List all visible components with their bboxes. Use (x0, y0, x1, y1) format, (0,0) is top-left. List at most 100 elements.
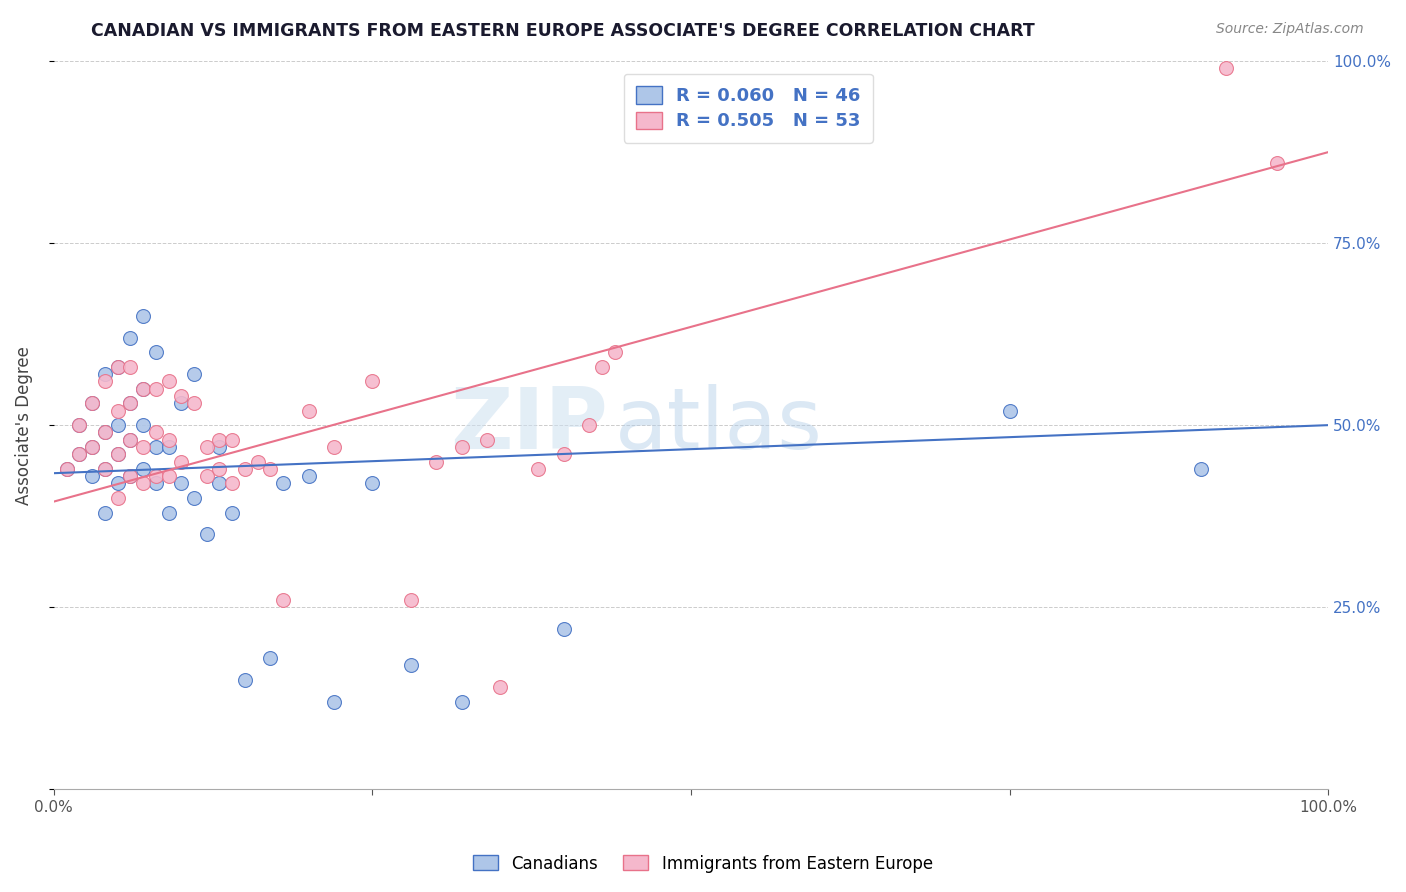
Point (208, 462, 231, 476)
Point (145, 440, 167, 454)
Text: ZIP: ZIP (450, 384, 609, 467)
Point (145, 382, 167, 396)
Point (489, 680, 512, 694)
Point (145, 345, 167, 359)
Point (80, 469, 103, 483)
Point (132, 440, 155, 454)
Point (553, 447, 575, 461)
Point (145, 425, 167, 440)
Point (399, 658, 422, 673)
Point (170, 476, 193, 491)
Point (132, 418, 155, 433)
Point (67, 418, 90, 433)
Point (132, 476, 155, 491)
Point (361, 375, 384, 389)
Point (527, 462, 550, 476)
Point (157, 440, 180, 454)
Point (361, 476, 384, 491)
Point (259, 462, 281, 476)
Point (183, 396, 205, 410)
Point (603, 345, 626, 359)
Point (120, 396, 142, 410)
Y-axis label: Associate's Degree: Associate's Degree (15, 346, 32, 505)
Point (183, 491, 205, 505)
Point (271, 476, 294, 491)
Point (553, 622, 575, 636)
Point (94, 367, 117, 381)
Point (55, 462, 77, 476)
Point (55, 462, 77, 476)
Point (323, 695, 346, 709)
Text: CANADIAN VS IMMIGRANTS FROM EASTERN EUROPE ASSOCIATE'S DEGREE CORRELATION CHART: CANADIAN VS IMMIGRANTS FROM EASTERN EURO… (91, 22, 1035, 40)
Point (195, 527, 218, 541)
Point (221, 476, 243, 491)
Point (578, 418, 600, 433)
Point (1215, 62, 1237, 76)
Point (94, 462, 117, 476)
Point (450, 440, 472, 454)
Point (94, 375, 117, 389)
Point (157, 375, 180, 389)
Point (298, 469, 321, 483)
Point (259, 651, 281, 665)
Point (107, 359, 129, 374)
Point (94, 425, 117, 440)
Point (450, 695, 472, 709)
Point (120, 359, 142, 374)
Point (94, 506, 117, 520)
Point (145, 476, 167, 491)
Point (107, 418, 129, 433)
Point (1265, 156, 1288, 170)
Point (208, 440, 231, 454)
Point (221, 433, 243, 447)
Point (195, 469, 218, 483)
Point (298, 403, 321, 417)
Point (221, 506, 243, 520)
Point (170, 454, 193, 468)
Point (120, 469, 142, 483)
Point (107, 359, 129, 374)
Point (80, 396, 103, 410)
Text: atlas: atlas (614, 384, 823, 467)
Point (425, 454, 447, 468)
Point (132, 309, 155, 323)
Legend: R = 0.060   N = 46, R = 0.505   N = 53: R = 0.060 N = 46, R = 0.505 N = 53 (624, 74, 873, 143)
Point (107, 403, 129, 417)
Point (132, 462, 155, 476)
Point (399, 592, 422, 607)
Point (107, 447, 129, 461)
Text: Source: ZipAtlas.com: Source: ZipAtlas.com (1216, 22, 1364, 37)
Point (323, 440, 346, 454)
Point (80, 396, 103, 410)
Point (94, 462, 117, 476)
Point (183, 367, 205, 381)
Point (120, 331, 142, 345)
Point (120, 433, 142, 447)
Point (80, 440, 103, 454)
Point (157, 506, 180, 520)
Point (1189, 462, 1212, 476)
Point (157, 433, 180, 447)
Point (120, 433, 142, 447)
Point (998, 403, 1021, 417)
Point (120, 396, 142, 410)
Point (233, 462, 256, 476)
Point (107, 491, 129, 505)
Point (107, 447, 129, 461)
Point (94, 425, 117, 440)
Point (475, 433, 498, 447)
Point (80, 440, 103, 454)
Point (208, 476, 231, 491)
Point (145, 469, 167, 483)
Point (132, 382, 155, 396)
Point (591, 359, 613, 374)
Point (67, 447, 90, 461)
Point (246, 454, 269, 468)
Point (67, 418, 90, 433)
Point (170, 389, 193, 403)
Point (157, 469, 180, 483)
Point (120, 469, 142, 483)
Point (233, 673, 256, 687)
Legend: Canadians, Immigrants from Eastern Europe: Canadians, Immigrants from Eastern Europ… (467, 848, 939, 880)
Point (195, 440, 218, 454)
